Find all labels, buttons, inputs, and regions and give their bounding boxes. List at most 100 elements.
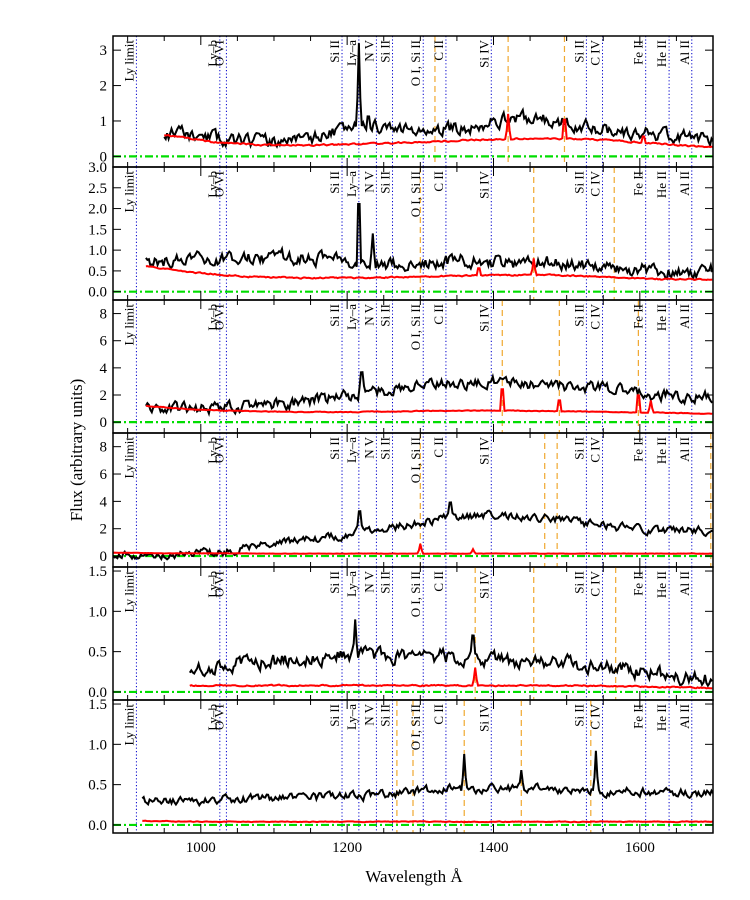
plot-area: Ly limit Ly–bO VI Si II Ly–a N V Si II O I, Si…	[113, 700, 713, 833]
line-label: He II	[654, 304, 669, 331]
line-label: O VI	[211, 571, 226, 597]
x-tick-label: 1400	[478, 840, 508, 856]
spectrum-line	[163, 43, 713, 150]
y-tick-label: 4	[100, 494, 108, 510]
y-tick-label: 1.0	[88, 604, 107, 620]
line-label: Fe II	[631, 437, 646, 462]
x-tick-label: 1600	[625, 840, 655, 856]
y-axis-title: Flux (arbitrary units)	[67, 379, 86, 522]
line-label: Fe II	[631, 571, 646, 596]
y-tick-label: 0.0	[88, 285, 107, 301]
line-label: Fe II	[631, 171, 646, 196]
y-tick-label: 8	[100, 440, 108, 456]
y-tick-label: 0.0	[88, 685, 107, 701]
y-tick-label: 0.5	[88, 645, 107, 661]
panel-6: Ly limit Ly–bO VI Si II Ly–a N V Si II O I, Si…	[88, 697, 714, 834]
plot-area: Ly limit Ly–bO VI Si II Ly–a N V Si II O I, Si…	[113, 167, 713, 300]
y-tick-label: 0.0	[88, 818, 107, 834]
line-label: Fe II	[631, 40, 646, 65]
line-label: O I, Si II	[408, 704, 423, 750]
line-label: C IV	[588, 170, 603, 196]
error-line	[113, 543, 713, 555]
line-label: N V	[361, 570, 376, 592]
spectrum-line	[113, 501, 713, 562]
line-label: Si II	[571, 437, 586, 460]
line-label: Ly limit	[121, 437, 136, 479]
line-label: He II	[654, 171, 669, 198]
line-label: O I, Si II	[408, 40, 423, 86]
y-tick-label: 1.5	[88, 222, 107, 238]
line-label: Ly limit	[121, 704, 136, 746]
line-label: C II	[431, 437, 446, 458]
line-label: He II	[654, 571, 669, 598]
x-tick-label: 1000	[186, 840, 216, 856]
panel-4: Ly limit Ly–bO VI Si II Ly–a N V Si II O I, Si…	[100, 432, 714, 568]
spectrum-line	[141, 750, 713, 808]
line-label: N V	[361, 170, 376, 192]
line-label: Ly–b	[205, 571, 220, 598]
line-label: O VI	[211, 437, 226, 463]
line-label: C II	[431, 571, 446, 592]
line-label: Al II	[677, 304, 692, 329]
line-label: Ly–a	[344, 437, 359, 463]
line-label: Si II	[327, 437, 342, 460]
line-label: Si IV	[476, 436, 491, 464]
line-label: Al II	[677, 171, 692, 196]
line-label: C IV	[588, 303, 603, 329]
line-label: Fe II	[631, 304, 646, 329]
y-tick-label: 1	[100, 114, 108, 130]
panel-frame	[112, 699, 714, 834]
line-label: O I, Si II	[408, 437, 423, 483]
error-line	[142, 819, 713, 824]
line-label: Ly–b	[205, 704, 220, 731]
y-tick-label: 1.5	[88, 697, 107, 713]
line-label: N V	[361, 39, 376, 61]
panel-5: Ly limit Ly–bO VI Si II Ly–a N V Si II O I, Si…	[88, 564, 714, 701]
spectrum-line	[145, 203, 713, 281]
line-label: Si II	[378, 571, 393, 594]
line-label: He II	[654, 437, 669, 464]
line-label: O I, Si II	[408, 171, 423, 217]
line-label: O VI	[211, 704, 226, 730]
line-label: Al II	[677, 571, 692, 596]
y-tick-label: 2.5	[88, 181, 107, 197]
line-label: N V	[361, 703, 376, 725]
line-label: Ly–b	[205, 171, 220, 198]
y-tick-label: 1.5	[88, 564, 107, 580]
line-label: Si II	[327, 304, 342, 327]
line-label: Si II	[378, 704, 393, 727]
y-tick-label: 1.0	[88, 737, 107, 753]
line-label: Ly–a	[344, 571, 359, 597]
y-tick-label: 0	[100, 549, 108, 565]
line-label: Ly limit	[121, 40, 136, 82]
line-label: Ly–b	[205, 40, 220, 67]
plot-area: Ly limit Ly–bO VI Si II Ly–a N V Si II O I, Si…	[113, 36, 713, 167]
line-label: Ly–a	[344, 304, 359, 330]
y-tick-label: 8	[100, 307, 108, 323]
line-label: Ly–a	[344, 704, 359, 730]
line-label: Fe II	[631, 704, 646, 729]
line-label: Ly–a	[344, 171, 359, 197]
line-label: C IV	[588, 570, 603, 596]
error-line	[145, 258, 713, 282]
y-tick-label: 4	[100, 361, 108, 377]
line-label: He II	[654, 704, 669, 731]
y-tick-label: 2	[100, 522, 108, 538]
error-line	[189, 667, 713, 690]
line-label: Si II	[571, 171, 586, 194]
line-label: N V	[361, 303, 376, 325]
line-label: Si II	[327, 171, 342, 194]
line-label: C II	[431, 171, 446, 192]
plot-area: Ly limit Ly–bO VI Si II Ly–a N V Si II O I, Si…	[113, 300, 713, 433]
spectrum-line	[145, 371, 713, 418]
line-label: Si IV	[476, 703, 491, 731]
y-tick-label: 3.0	[88, 160, 107, 176]
line-label: Si II	[378, 304, 393, 327]
line-label: Ly limit	[121, 304, 136, 346]
line-label: Si II	[571, 40, 586, 63]
y-tick-label: 1.0	[88, 243, 107, 259]
line-label: Si II	[378, 171, 393, 194]
y-tick-label: 6	[100, 467, 108, 483]
panel-1: Ly limit Ly–bO VI Si II Ly–a N V Si II O I, Si…	[100, 35, 714, 168]
